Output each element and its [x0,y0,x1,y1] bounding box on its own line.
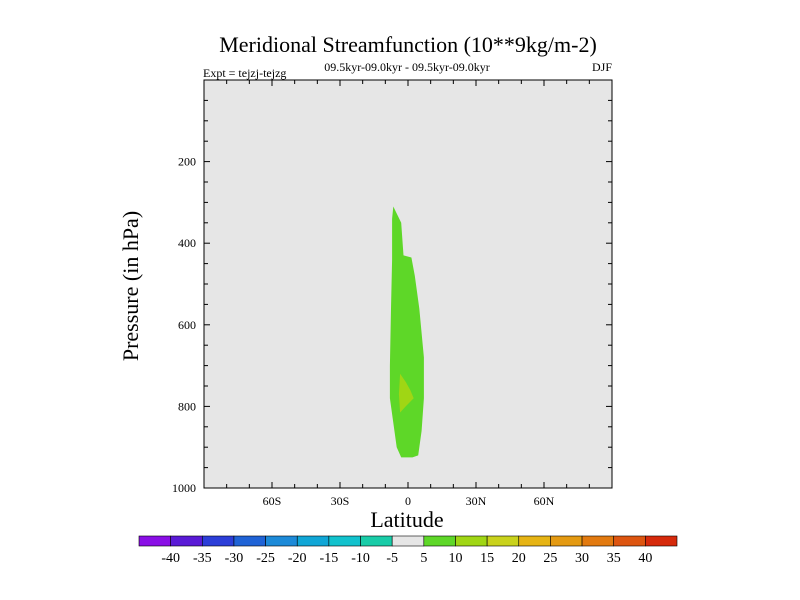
y-axis-label: Pressure (in hPa) [118,211,143,361]
x-tick-label: 30S [331,494,350,508]
subtitle-center: 09.5kyr-09.0kyr - 09.5kyr-09.0kyr [324,60,490,74]
y-tick-label: 400 [178,236,196,250]
colorbar-label: 35 [607,551,621,566]
subtitle-left: Expt = tejzj-tejzg [203,66,286,80]
colorbar-swatch [518,535,551,547]
colorbar-swatch [455,535,488,547]
y-tick-label: 600 [178,318,196,332]
x-tick-label: 60N [534,494,555,508]
colorbar-label: 10 [448,551,462,566]
colorbar-swatch [581,535,615,547]
contour-region-2 [398,373,414,413]
colorbar-swatch [360,535,393,547]
colorbar-label: -15 [320,551,339,566]
y-tick-label: 200 [178,155,196,169]
x-axis-label: Latitude [370,507,443,532]
colorbar-swatch [423,535,456,547]
colorbar-label: 40 [638,551,652,566]
colorbar-swatch [265,535,298,547]
colorbar-swatch [550,535,583,547]
contour-region-1 [389,206,424,458]
y-tick-label: 800 [178,399,196,413]
colorbar-label: 25 [543,551,557,566]
x-tick-label: 30N [466,494,487,508]
x-tick-label: 60S [263,494,282,508]
x-tick-label: 0 [405,494,411,508]
colorbar-swatch [233,535,266,547]
colorbar-swatch [170,535,203,547]
colorbar-label: -40 [161,551,180,566]
colorbar-label: -5 [386,551,398,566]
colorbar-swatch [201,535,235,547]
colorbar-swatch [296,535,330,547]
y-tick-label: 1000 [172,481,196,495]
colorbar-label: -30 [225,551,244,566]
colorbar-label: 5 [420,551,427,566]
colorbar-label: -10 [351,551,370,566]
colorbar-label: 20 [512,551,526,566]
chart-title: Meridional Streamfunction (10**9kg/m-2) [219,32,597,57]
subtitle-right: DJF [592,60,612,74]
colorbar-swatch [645,535,678,547]
colorbar-swatch [138,535,171,547]
colorbar-label: -20 [288,551,307,566]
colorbar-swatch [328,535,361,547]
colorbar-swatch [391,535,425,547]
colorbar-label: -35 [193,551,212,566]
colorbar-label: 15 [480,551,494,566]
colorbar-label: 30 [575,551,589,566]
colorbar-label: -25 [256,551,275,566]
colorbar-swatch [613,535,646,547]
colorbar-swatch [486,535,520,547]
